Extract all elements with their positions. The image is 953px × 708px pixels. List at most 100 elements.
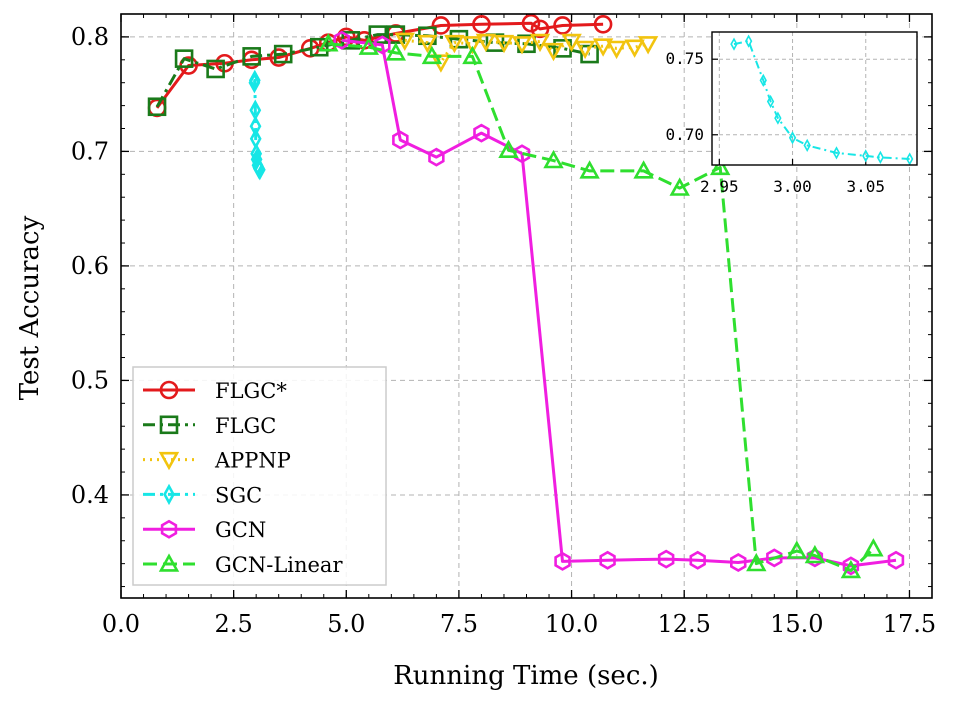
inset-sgc-point <box>788 131 797 145</box>
flgc-point <box>530 19 550 39</box>
legend-entry-flgc: FLGC* <box>143 379 287 403</box>
flgc-point <box>553 16 572 35</box>
sgc-point <box>249 115 262 137</box>
legend-entry-appnp: APPNP <box>143 449 291 473</box>
inset-sgc-point <box>759 73 767 88</box>
gcn-linear-point <box>318 33 339 52</box>
legend-marker-appnp <box>158 451 180 471</box>
main-plot: 0.0 2.5 5.0 7.5 10.0 12.5 15.0 17.5 0.4 0.5 0.6 0.7… <box>71 13 936 638</box>
legend-box <box>132 366 387 586</box>
inset-sgc-point <box>744 34 753 48</box>
flgc-point <box>147 97 167 117</box>
appnp-point <box>574 40 596 60</box>
flgc-point <box>174 49 194 68</box>
legend-marker-flgc <box>159 380 179 400</box>
y-tick-label: 0.5 <box>71 366 109 394</box>
x-tick-label: 7.5 <box>440 610 478 638</box>
gcn-point <box>473 123 490 143</box>
inset-sgc-point <box>862 149 870 163</box>
flgc-point <box>449 29 469 49</box>
x-tick-label: 15.0 <box>770 610 823 638</box>
series-sgc <box>248 69 266 181</box>
gcn-point <box>428 147 445 167</box>
legend-marker-flgc <box>159 415 179 435</box>
gcn-linear-point <box>385 42 407 61</box>
legend-entry-gcn-linear: GCN-Linear <box>143 553 343 577</box>
appnp-point <box>417 34 438 54</box>
series-gcn-linear <box>318 33 884 579</box>
gcn-linear-point <box>358 36 380 55</box>
gcn-point <box>842 556 860 576</box>
y-axis-label: Test Accuracy <box>15 215 45 400</box>
flgc-point <box>368 25 388 44</box>
gcn-linear-point <box>709 156 731 176</box>
legend-entry-gcn: GCN <box>143 518 266 542</box>
gcn-linear-point <box>840 559 862 579</box>
gcn-linear-point <box>633 160 654 179</box>
axis-ticks: 0.0 2.5 5.0 7.5 10.0 12.5 15.0 17.5 0.4 0.5 0.6 0.7… <box>71 14 936 638</box>
x-axis-label: Running Time (sec.) <box>393 661 659 691</box>
sgc-point <box>248 69 261 92</box>
inset-background <box>712 32 917 165</box>
legend-marker-sgc <box>163 483 175 506</box>
gcn-linear-point <box>669 177 690 196</box>
sgc-inset-plot: 2.95 3.00 3.05 0.70 0.75 <box>665 31 918 196</box>
legend-label-appnp: APPNP <box>214 449 291 473</box>
x-tick-label: 17.5 <box>883 610 936 638</box>
appnp-point <box>606 40 627 60</box>
x-tick-label: 2.5 <box>215 610 253 638</box>
appnp-point <box>624 39 645 58</box>
plot-frame <box>120 13 933 599</box>
flgc-point <box>593 15 613 34</box>
inset-sgc-point <box>905 152 914 166</box>
gcn-linear-point <box>746 552 767 572</box>
flgc-point <box>273 44 293 64</box>
gcn-point <box>887 550 905 570</box>
inset-x-tick-label: 2.95 <box>700 177 739 196</box>
inset-sgc-point <box>876 150 885 165</box>
appnp-point <box>462 36 483 55</box>
gcn-point <box>729 553 747 572</box>
y-tick-label: 0.7 <box>71 137 109 165</box>
gcn-linear-point <box>543 149 564 169</box>
appnp-point <box>444 34 465 54</box>
gcn-linear-point <box>579 160 600 179</box>
legend: FLGC* FLGC APPNP SGC GCN GCN-Linear <box>132 366 387 586</box>
legend-marker-gcn-linear <box>158 553 180 572</box>
series-appnp <box>394 32 659 73</box>
gcn-point <box>766 548 783 568</box>
appnp-point <box>511 36 533 55</box>
legend-entry-sgc: SGC <box>143 483 262 507</box>
flgc-point <box>431 16 451 35</box>
flgc-point <box>269 48 288 67</box>
inset-sgc-point <box>803 138 811 153</box>
appnp-point <box>543 42 564 62</box>
inset-sgc-point <box>730 37 738 51</box>
flgc-point <box>472 15 491 34</box>
y-tick-label: 0.6 <box>71 252 109 280</box>
gcn-point <box>657 549 675 569</box>
legend-label-gcn: GCN <box>215 518 266 542</box>
inset-sgc-line <box>733 39 910 160</box>
legend-marker-gcn <box>160 519 178 539</box>
inset-x-tick-label: 3.00 <box>773 177 812 196</box>
inset-sgc-point <box>774 111 782 125</box>
appnp-point <box>475 33 497 53</box>
inset-x-tick-label: 3.05 <box>846 177 885 196</box>
appnp-point <box>561 33 582 53</box>
gcn-linear-point <box>786 540 808 559</box>
inset-frame <box>711 31 918 166</box>
x-tick-label: 10.0 <box>545 610 598 638</box>
appnp-line <box>404 38 649 64</box>
inset-sgc-point <box>766 94 775 109</box>
flgc-point <box>309 37 329 57</box>
x-tick-label: 5.0 <box>327 610 365 638</box>
inset-sgc-point <box>832 146 841 160</box>
y-tick-label: 0.4 <box>71 481 109 509</box>
appnp-point <box>529 33 551 53</box>
appnp-point <box>493 34 515 54</box>
x-tick-label: 0.0 <box>102 610 140 638</box>
gcn-point <box>392 130 409 150</box>
flgc-point <box>242 47 261 66</box>
